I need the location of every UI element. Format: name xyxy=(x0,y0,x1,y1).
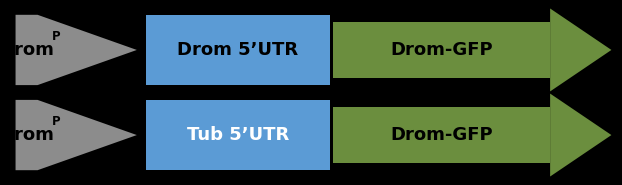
Polygon shape xyxy=(16,15,137,85)
Text: Tub 5’UTR: Tub 5’UTR xyxy=(187,126,289,144)
Text: P: P xyxy=(52,30,61,43)
Polygon shape xyxy=(16,100,137,170)
Bar xyxy=(146,100,330,170)
Text: Drom: Drom xyxy=(0,41,54,59)
Text: Drom-GFP: Drom-GFP xyxy=(390,126,493,144)
Text: P: P xyxy=(52,115,61,128)
Text: Drom 5’UTR: Drom 5’UTR xyxy=(177,41,299,59)
Polygon shape xyxy=(550,94,611,176)
Bar xyxy=(333,107,550,163)
Text: Drom: Drom xyxy=(0,126,54,144)
Bar xyxy=(146,15,330,85)
Bar xyxy=(333,22,550,78)
Text: Drom-GFP: Drom-GFP xyxy=(390,41,493,59)
Polygon shape xyxy=(550,9,611,91)
